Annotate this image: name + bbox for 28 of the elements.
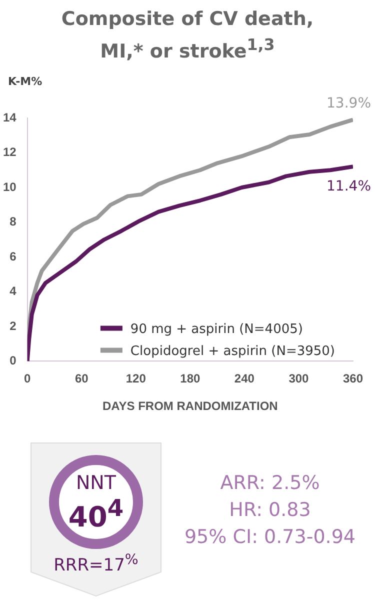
legend-label: 90 mg + aspirin (N=4005) [130, 322, 303, 338]
annotation: 13.9% [326, 96, 371, 112]
y-tick-label: 0 [10, 354, 17, 368]
text: RRR=17$^{%}$ [52, 552, 140, 576]
y-tick-label: 12 [2, 145, 17, 160]
annotation: 11.4% [326, 178, 371, 195]
x-tick-label: 120 [126, 372, 146, 386]
x-tick-label: 180 [180, 372, 201, 386]
y-tick-label: 2 [10, 318, 17, 333]
y-tick-label: 4 [10, 284, 17, 298]
x-tick-label: 60 [74, 372, 89, 386]
text: 40$^{4}$ [67, 494, 125, 534]
y-tick-label: 8 [10, 214, 17, 229]
y-axis-title: K-M% [8, 75, 42, 88]
text: HR: 0.83 [228, 498, 312, 523]
x-tick-label: 300 [288, 372, 310, 386]
text: 95% CI: 0.73-0.94 [183, 525, 357, 550]
x-axis-title: DAYS FROM RANDOMIZATION [102, 399, 278, 414]
legend-label: Clopidogrel + aspirin (N=3950) [130, 344, 336, 360]
y-tick-label: 14 [2, 110, 17, 124]
y-tick-label: 10 [2, 180, 17, 194]
y-tick-label: 6 [10, 249, 17, 264]
text: NNT [74, 472, 118, 494]
x-tick-label: 240 [234, 372, 255, 386]
chart-title: Composite of CV death, MI,* or stroke$^{1,3}$ [60, 7, 315, 64]
text: ARR: 2.5% [219, 471, 321, 496]
x-tick-label: 360 [342, 372, 364, 386]
x-tick-label: 0 [24, 372, 32, 386]
